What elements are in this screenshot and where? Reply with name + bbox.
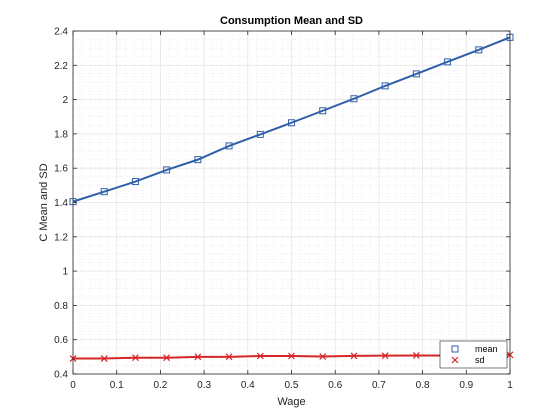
data-point-sd: [350, 352, 358, 360]
data-point-sd: [412, 352, 420, 359]
chart-title: Consumption Mean and SD: [220, 15, 363, 27]
data-point-mean: [350, 95, 358, 103]
data-point-mean: [131, 178, 139, 186]
x-tick-label: 1: [507, 380, 513, 391]
data-point-mean: [194, 156, 202, 164]
legend-item-sd: sd: [451, 355, 485, 365]
y-tick-label: 1: [62, 267, 68, 278]
data-point-mean: [100, 188, 108, 196]
x-tick-label: 0.1: [110, 380, 124, 391]
ticks-layer: 0 0.1 0.2 0.3 0.4 0.5 0.6 0.7 0.8 0.9 1 0.4 0.6 0.8 1 1…: [54, 27, 513, 392]
y-tick-label: 0.8: [54, 301, 68, 312]
legend-marker-mean: [451, 345, 459, 353]
y-tick-label: 1.2: [54, 232, 68, 243]
x-tick-label: 0.6: [328, 380, 342, 391]
series-line-mean: [72, 36, 511, 203]
legend-label-mean: mean: [475, 344, 498, 354]
data-point-mean: [225, 142, 233, 150]
x-tick-label: 0.8: [416, 380, 430, 391]
y-tick-label: 0.6: [54, 335, 68, 346]
data-point-sd: [132, 354, 139, 362]
x-tick-label: 0.5: [285, 380, 299, 391]
data-point-sd: [256, 352, 264, 360]
x-tick-label: 0.4: [241, 380, 255, 391]
legend-marker-sd: [451, 356, 459, 364]
y-tick-label: 2.4: [54, 27, 68, 38]
data-point-mean: [381, 82, 389, 90]
y-tick-label: 1.6: [54, 164, 68, 175]
data-point-mean: [163, 166, 171, 174]
x-tick-label: 0.7: [372, 380, 386, 391]
y-axis-label: C Mean and SD: [38, 163, 50, 241]
data-point-sd: [163, 354, 171, 362]
data-point-mean: [288, 119, 295, 127]
y-tick-label: 2.2: [54, 61, 68, 72]
data-point-mean: [256, 130, 264, 138]
x-tick-label: 0.9: [459, 380, 473, 391]
x-tick-label: 0: [70, 380, 76, 391]
x-tick-label: 0.3: [197, 380, 211, 391]
legend-box: [439, 340, 508, 369]
data-point-mean: [412, 70, 420, 78]
x-axis-label: Wage: [277, 396, 305, 408]
y-tick-label: 2: [62, 95, 68, 106]
y-tick-label: 0.4: [54, 370, 68, 381]
data-point-sd: [381, 352, 389, 360]
data-point-mean: [475, 46, 483, 54]
y-tick-label: 1.4: [54, 198, 68, 209]
data-point-sd: [288, 352, 295, 360]
data-point-sd: [225, 353, 233, 361]
legend-label-sd: sd: [475, 355, 485, 365]
data-point-sd: [100, 355, 108, 362]
x-tick-label: 0.2: [153, 380, 167, 391]
legend-item-mean: mean: [451, 344, 498, 354]
y-tick-label: 1.8: [54, 129, 68, 140]
data-point-mean: [444, 58, 452, 66]
data-point-sd: [319, 353, 327, 360]
data-point-mean: [319, 107, 327, 115]
data-point-sd: [194, 353, 202, 361]
